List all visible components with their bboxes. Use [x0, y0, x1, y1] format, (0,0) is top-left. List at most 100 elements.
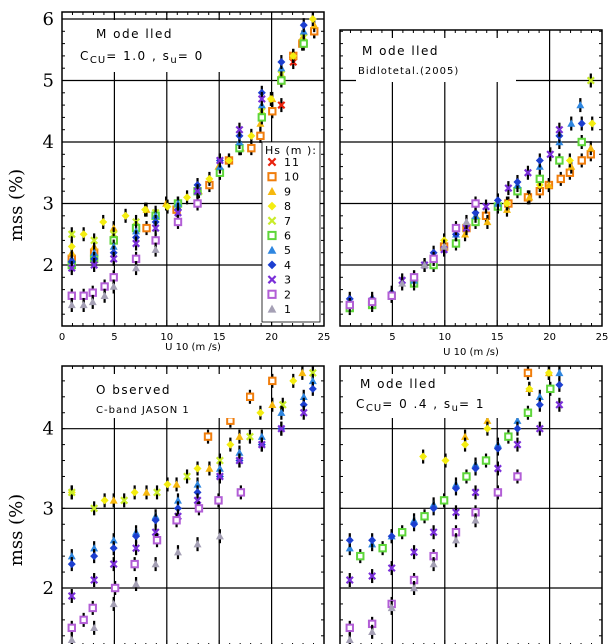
panel-1-title: M ode lled CCU= 1.0 , su= 0 — [68, 20, 268, 72]
data-point-hs-10 — [247, 143, 256, 153]
data-point-hs-1 — [420, 261, 429, 269]
data-point-hs-9 — [109, 496, 118, 504]
data-point-hs-2 — [110, 583, 120, 593]
data-point-hs-3 — [368, 572, 377, 581]
data-point-hs-9 — [310, 21, 319, 29]
data-point-hs-2 — [194, 504, 204, 513]
x-tick-label: 10 — [438, 332, 451, 343]
data-point-hs-7 — [215, 456, 224, 465]
panel-1-c: C — [80, 49, 90, 63]
data-point-hs-4 — [299, 400, 308, 409]
data-point-hs-8 — [163, 480, 172, 489]
data-point-hs-1 — [471, 516, 480, 524]
data-point-hs-2 — [451, 223, 461, 233]
data-point-hs-7 — [153, 488, 161, 497]
data-point-hs-4 — [193, 488, 202, 497]
data-point-hs-4 — [299, 21, 308, 30]
x-tick-label: 5 — [111, 332, 117, 343]
data-point-hs-4 — [345, 536, 354, 545]
data-point-hs-7 — [120, 496, 129, 505]
data-point-hs-8 — [289, 376, 298, 385]
data-point-hs-3 — [215, 472, 224, 481]
data-point-hs-10 — [556, 174, 565, 184]
legend-label-hs-6: 6 — [284, 230, 292, 243]
data-point-hs-2 — [513, 472, 522, 481]
data-point-hs-6 — [523, 408, 533, 417]
panel-1-s-end: = 0 — [178, 49, 204, 63]
panel-4-c: C — [356, 397, 366, 411]
data-point-hs-4 — [577, 119, 586, 128]
data-point-hs-3 — [90, 261, 99, 269]
data-point-hs-8 — [224, 156, 233, 165]
x-axis-label-left: U 10 (m /s) — [165, 342, 221, 353]
data-point-hs-4 — [493, 196, 502, 205]
y-tick-label: 5 — [43, 71, 54, 92]
data-point-hs-5 — [555, 368, 564, 377]
data-point-hs-8 — [183, 193, 192, 202]
legend-marker-hs-4 — [267, 260, 277, 270]
data-point-hs-9 — [461, 230, 470, 238]
data-point-hs-3 — [132, 544, 141, 553]
data-point-hs-3 — [555, 400, 564, 409]
data-point-hs-9 — [483, 217, 492, 226]
data-point-hs-5 — [513, 416, 522, 424]
data-point-hs-1 — [410, 584, 419, 592]
data-point-hs-5 — [257, 432, 266, 440]
data-point-hs-9 — [298, 368, 307, 377]
data-point-hs-3 — [523, 168, 532, 177]
data-marks — [67, 12, 597, 644]
data-point-hs-9 — [544, 181, 553, 189]
data-point-hs-9 — [461, 432, 470, 440]
data-point-hs-5 — [67, 552, 76, 560]
data-point-hs-9 — [567, 162, 576, 170]
data-point-hs-2 — [173, 217, 183, 227]
data-point-hs-4 — [173, 504, 182, 513]
data-point-hs-10 — [577, 156, 586, 165]
data-point-hs-6 — [277, 76, 286, 85]
data-point-hs-3 — [67, 264, 76, 273]
data-point-hs-3 — [109, 254, 118, 263]
data-point-hs-8 — [525, 384, 534, 393]
panel-1-c-rest: = 1.0 , s — [106, 49, 170, 63]
data-point-hs-4 — [513, 177, 522, 186]
data-point-hs-1 — [440, 242, 449, 250]
data-point-hs-7 — [90, 504, 99, 513]
data-point-hs-1 — [173, 548, 182, 556]
data-point-hs-3 — [429, 528, 438, 537]
data-point-hs-7 — [245, 432, 254, 441]
data-point-hs-4 — [555, 380, 564, 389]
data-point-hs-6 — [420, 512, 429, 521]
data-point-hs-3 — [151, 224, 160, 233]
data-point-hs-2 — [471, 199, 480, 208]
data-point-hs-1 — [132, 580, 141, 588]
data-point-hs-10 — [245, 392, 255, 402]
y-tick-label: 4 — [43, 132, 54, 153]
data-point-hs-9 — [205, 464, 214, 472]
data-point-hs-6 — [555, 156, 564, 165]
data-point-hs-1 — [100, 291, 109, 299]
panel-1-frame — [61, 11, 325, 327]
data-point-hs-8 — [205, 174, 214, 183]
data-point-hs-5 — [215, 464, 224, 472]
data-point-hs-8 — [79, 230, 88, 239]
data-point-hs-3 — [471, 488, 480, 497]
data-point-hs-9 — [142, 488, 151, 496]
data-point-hs-3 — [555, 125, 564, 134]
data-point-hs-4 — [90, 552, 99, 561]
data-point-hs-3 — [452, 508, 460, 517]
data-point-hs-8 — [289, 51, 298, 60]
data-point-hs-7 — [67, 230, 76, 239]
legend-label-hs-3: 3 — [284, 274, 292, 287]
data-point-hs-6 — [378, 543, 387, 553]
data-point-hs-8 — [163, 202, 172, 211]
y-tick-label: 3 — [43, 194, 54, 215]
legend-marker-hs-6 — [267, 230, 277, 241]
legend-label-hs-7: 7 — [284, 215, 292, 228]
panel-1-c-sub: CU — [90, 55, 106, 66]
legend-label-hs-1: 1 — [284, 303, 292, 316]
data-point-hs-9 — [525, 193, 534, 201]
panel-3-subtitle: C-band JASON 1 — [96, 405, 190, 416]
data-point-hs-5 — [535, 392, 544, 400]
data-point-hs-8 — [193, 464, 202, 473]
